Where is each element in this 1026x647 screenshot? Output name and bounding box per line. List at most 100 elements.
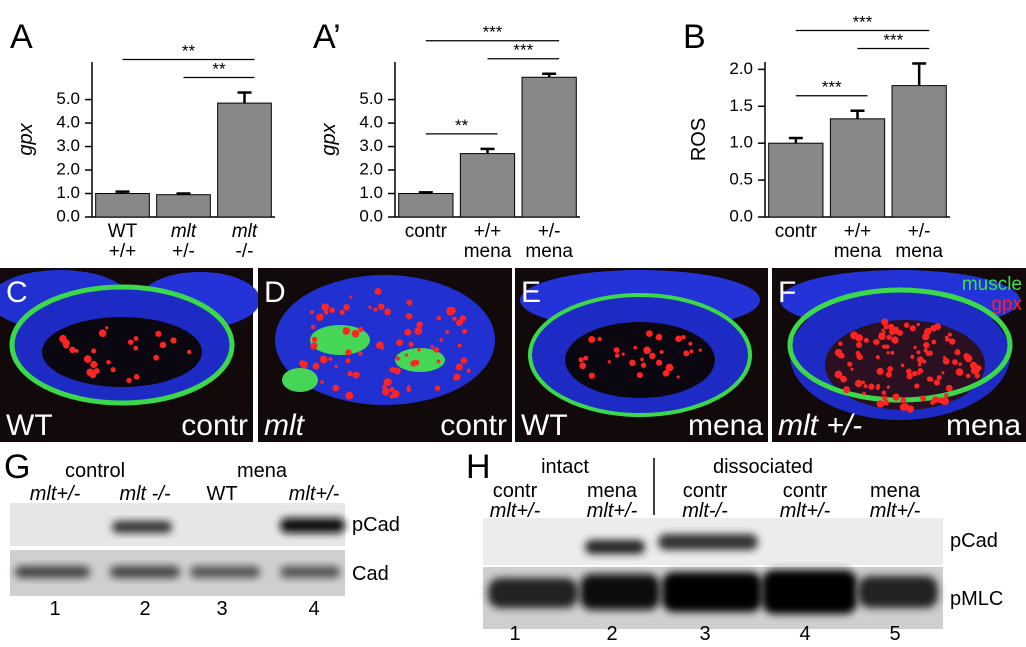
gpx-signal [155, 330, 162, 337]
gpx-signal [863, 337, 869, 343]
gpx-signal [110, 367, 116, 373]
gpx-signal [396, 339, 403, 347]
y-tick-label: 2.0 [56, 160, 80, 179]
gpx-signal [69, 346, 76, 354]
bar [95, 193, 150, 218]
muscle [787, 287, 1013, 403]
gpx-signal [430, 345, 434, 349]
lane-label: WT [206, 483, 237, 505]
gpx-signal [838, 341, 843, 346]
image-panel: D mlt contr [258, 268, 512, 442]
panel-letter: F [778, 276, 796, 309]
gpx-signal [662, 369, 670, 377]
gpx-signal [62, 339, 70, 347]
lane-label: mlt+/- [289, 483, 340, 505]
gpx-signal [93, 367, 100, 375]
gpx-signal [342, 327, 351, 335]
gpx-signal [875, 355, 880, 360]
significance-label: ** [182, 42, 196, 61]
y-tick-label: 2.0 [729, 59, 753, 78]
gpx-signal [98, 329, 107, 338]
gpx-signal [323, 310, 329, 315]
gpx-signal [942, 357, 950, 365]
gpx-signal [105, 326, 109, 330]
gpx-signal [382, 388, 390, 396]
panel-letter: C [6, 276, 28, 309]
gpx-signal [900, 397, 907, 404]
gpx-signal [944, 335, 949, 340]
gpx-signal [965, 373, 971, 379]
lane-label: contr [683, 480, 728, 502]
y-tick-label: 1.5 [729, 96, 753, 115]
gpx-signal [358, 351, 363, 356]
gpx-signal [351, 329, 360, 338]
gpx-signal [406, 387, 411, 392]
gpx-signal [886, 351, 890, 355]
gpx-signal [947, 332, 952, 337]
bar [217, 102, 272, 218]
gpx-signal [850, 367, 854, 371]
gpx-signal [345, 358, 351, 364]
band-label: pCad [950, 530, 998, 552]
x-tick-label: contr [775, 221, 818, 242]
gpx-signal [319, 355, 328, 364]
gpx-signal [936, 375, 942, 381]
gpx-signal [439, 338, 443, 342]
muscle [282, 368, 318, 392]
x-tick-label: -/- [236, 241, 254, 262]
gpx-signal [643, 346, 651, 355]
image-panel: E WT mena [515, 268, 768, 442]
gpx-signal [452, 316, 457, 321]
gpx-signal [930, 400, 935, 406]
y-tick-label: 0.0 [359, 206, 383, 225]
x-tick-label: +/+ [109, 241, 136, 262]
gpx-signal [688, 341, 693, 346]
gpx-signal [881, 390, 887, 396]
image-row: C WT contr D mlt contr E WT mena [0, 268, 1026, 442]
gpx-signal [83, 355, 92, 363]
band-label: pCad [352, 514, 400, 536]
lane-label: contr [493, 480, 538, 502]
lane-number: 1 [509, 623, 520, 645]
gpx-signal [916, 356, 924, 364]
lane-number: 3 [699, 623, 710, 645]
gpx-signal [579, 362, 587, 370]
gpx-signal [955, 368, 964, 376]
band [585, 540, 645, 554]
y-axis-label: ROS [688, 118, 710, 161]
gpx-signal [320, 380, 324, 384]
lane-number: 1 [49, 598, 60, 620]
gpx-signal [133, 336, 139, 341]
gpx-signal [405, 313, 413, 320]
gpx-signal [368, 305, 372, 309]
y-tick-label: 5.0 [359, 89, 383, 108]
gpx-signal [607, 360, 611, 364]
gpx-signal [889, 328, 896, 336]
image-label: WT [521, 409, 568, 442]
y-tick-label: 3.0 [359, 136, 383, 155]
gpx-signal [913, 345, 917, 350]
band [662, 572, 762, 612]
image-label: contr [181, 409, 248, 442]
gpx-signal [655, 333, 663, 341]
significance-label: *** [513, 41, 533, 60]
band [488, 578, 578, 608]
lane-label: mlt+/- [780, 500, 831, 522]
bar [521, 76, 577, 218]
gpx-signal [891, 336, 899, 344]
gpx-signal [675, 335, 682, 343]
gpx-signal [153, 354, 160, 361]
lane-number: 2 [606, 623, 617, 645]
y-tick-label: 0.0 [56, 206, 80, 225]
lane-label: mlt+/- [30, 483, 81, 505]
x-tick-label: mena [834, 241, 882, 262]
lane-number: 3 [216, 598, 227, 620]
gpx-signal [310, 310, 314, 315]
gpx-signal [863, 384, 868, 389]
gpx-signal [583, 355, 589, 361]
gpx-signal [358, 326, 364, 333]
gpx-signal [886, 385, 891, 389]
significance-label: *** [853, 12, 873, 31]
y-tick-label: 4.0 [56, 113, 80, 132]
gpx-signal [862, 391, 866, 396]
